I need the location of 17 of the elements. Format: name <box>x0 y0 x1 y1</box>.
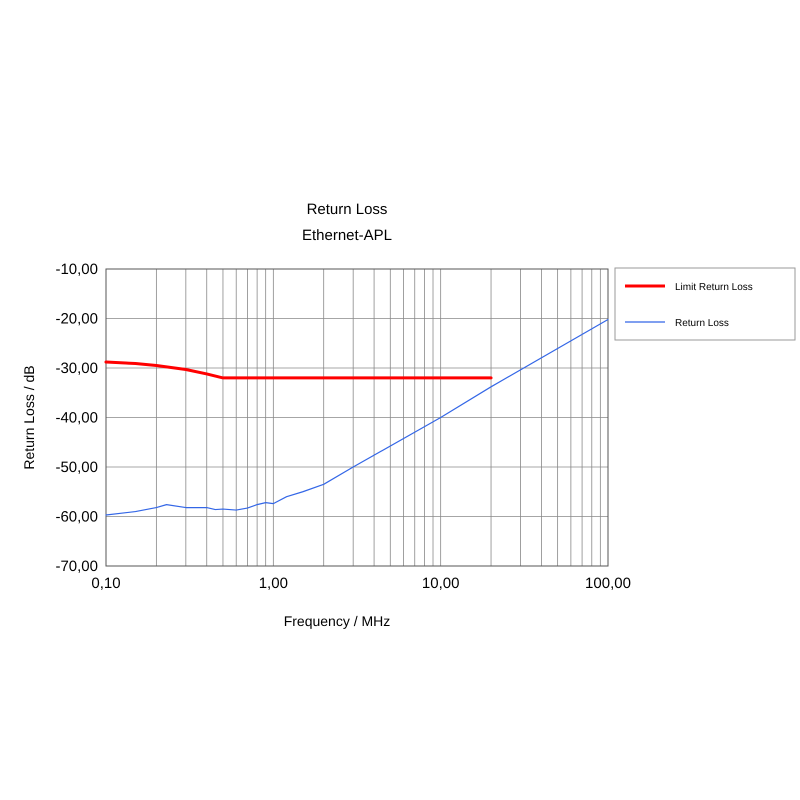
y-axis-title: Return Loss / dB <box>21 365 37 470</box>
chart-title: Return Loss <box>306 201 388 218</box>
x-tick-label: 100,00 <box>585 575 631 592</box>
y-tick-label: -20,00 <box>55 310 98 328</box>
x-axis-title: Frequency / MHz <box>284 613 390 629</box>
y-tick-label: -70,00 <box>55 558 98 575</box>
legend-label: Return Loss <box>675 318 729 329</box>
chart-subtitle: Ethernet-APL <box>302 227 392 244</box>
legend-label: Limit Return Loss <box>675 282 753 293</box>
x-tick-label: 1,00 <box>258 575 288 592</box>
x-tick-label: 10,00 <box>422 575 460 592</box>
y-tick-label: -50,00 <box>55 459 98 476</box>
y-tick-label: -30,00 <box>55 360 98 377</box>
y-tick-label: -40,00 <box>55 410 98 426</box>
y-tick-label: -60,00 <box>55 508 98 526</box>
x-tick-label: 0,10 <box>91 575 121 592</box>
y-tick-label: -10,00 <box>55 261 98 278</box>
